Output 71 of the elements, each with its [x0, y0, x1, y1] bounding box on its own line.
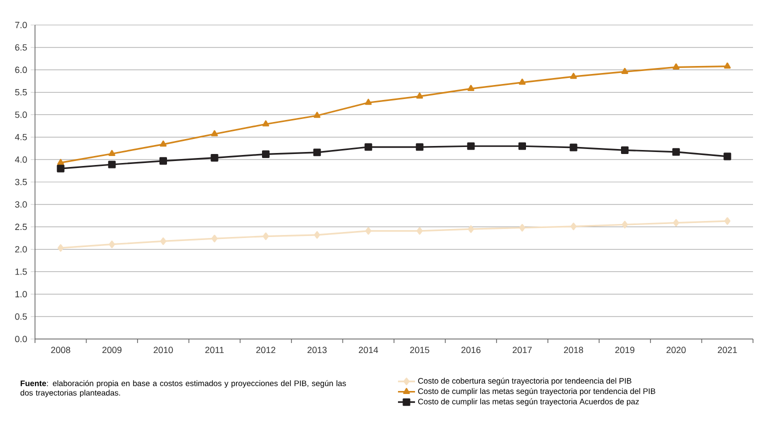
- y-tick-label: 7.0: [15, 22, 27, 28]
- x-tick-label: 2016: [461, 346, 481, 354]
- point: [211, 234, 218, 242]
- y-tick-label: 1.0: [15, 290, 27, 298]
- point: [364, 98, 372, 105]
- point: [518, 78, 526, 85]
- point: [621, 146, 629, 154]
- point: [622, 220, 628, 228]
- point: [56, 164, 64, 172]
- x-tick-label: 2020: [666, 346, 686, 354]
- y-tick-label: 3.0: [15, 201, 27, 208]
- y-tick-label: 2.5: [15, 224, 27, 230]
- x-tick-label: 2010: [154, 346, 173, 354]
- y-tick-label: 0.0: [15, 336, 27, 342]
- point: [416, 143, 424, 151]
- x-tick-label: 2009: [102, 346, 122, 354]
- y-tick-label: 2.0: [15, 246, 27, 252]
- point: [724, 62, 731, 69]
- point: [570, 72, 577, 79]
- y-tick-label: 5.0: [15, 112, 27, 118]
- y-tick-label: 6.5: [15, 44, 27, 51]
- point: [262, 150, 270, 158]
- point: [416, 92, 424, 99]
- point: [314, 231, 320, 239]
- point: [621, 68, 628, 74]
- x-tick-label: 2014: [358, 346, 378, 354]
- point: [365, 227, 372, 235]
- point: [468, 225, 474, 233]
- point: [108, 160, 116, 168]
- point: [108, 240, 115, 248]
- point: [519, 224, 526, 232]
- point: [468, 84, 474, 91]
- point: [467, 142, 475, 150]
- x-tick-label: 2012: [256, 346, 276, 354]
- point: [724, 152, 732, 160]
- point: [518, 142, 526, 150]
- point: [570, 222, 577, 230]
- x-tick-label: 2017: [512, 346, 532, 354]
- point: [313, 148, 321, 156]
- point: [211, 130, 218, 136]
- y-tick-label: 0.5: [15, 313, 27, 320]
- y-tick-label: 3.5: [15, 178, 27, 186]
- point: [159, 157, 168, 165]
- point: [262, 120, 270, 126]
- x-tick-label: 2018: [564, 346, 584, 354]
- y-tick-label: 6.0: [15, 66, 27, 74]
- point: [160, 140, 167, 147]
- point: [210, 154, 218, 162]
- point: [364, 143, 372, 151]
- x-tick-label: 2008: [51, 346, 70, 354]
- point: [672, 148, 680, 156]
- point: [314, 112, 320, 118]
- point: [416, 227, 423, 235]
- point: [57, 158, 64, 166]
- x-tick-label: 2011: [205, 346, 224, 354]
- x-tick-label: 2013: [308, 346, 327, 354]
- y-tick-label: 5.5: [15, 89, 27, 96]
- point: [673, 219, 680, 227]
- point: [108, 150, 116, 156]
- x-tick-label: 2021: [718, 346, 737, 354]
- y-tick-label: 1.5: [15, 268, 27, 275]
- x-tick-label: 2015: [410, 346, 430, 354]
- point: [58, 244, 64, 252]
- point: [262, 232, 269, 240]
- point: [160, 237, 166, 246]
- point: [724, 217, 730, 225]
- point: [672, 63, 680, 70]
- y-tick-label: 4.0: [14, 156, 27, 163]
- y-tick-label: 4.5: [14, 134, 27, 140]
- point: [570, 144, 578, 152]
- x-tick-label: 2019: [615, 346, 634, 354]
